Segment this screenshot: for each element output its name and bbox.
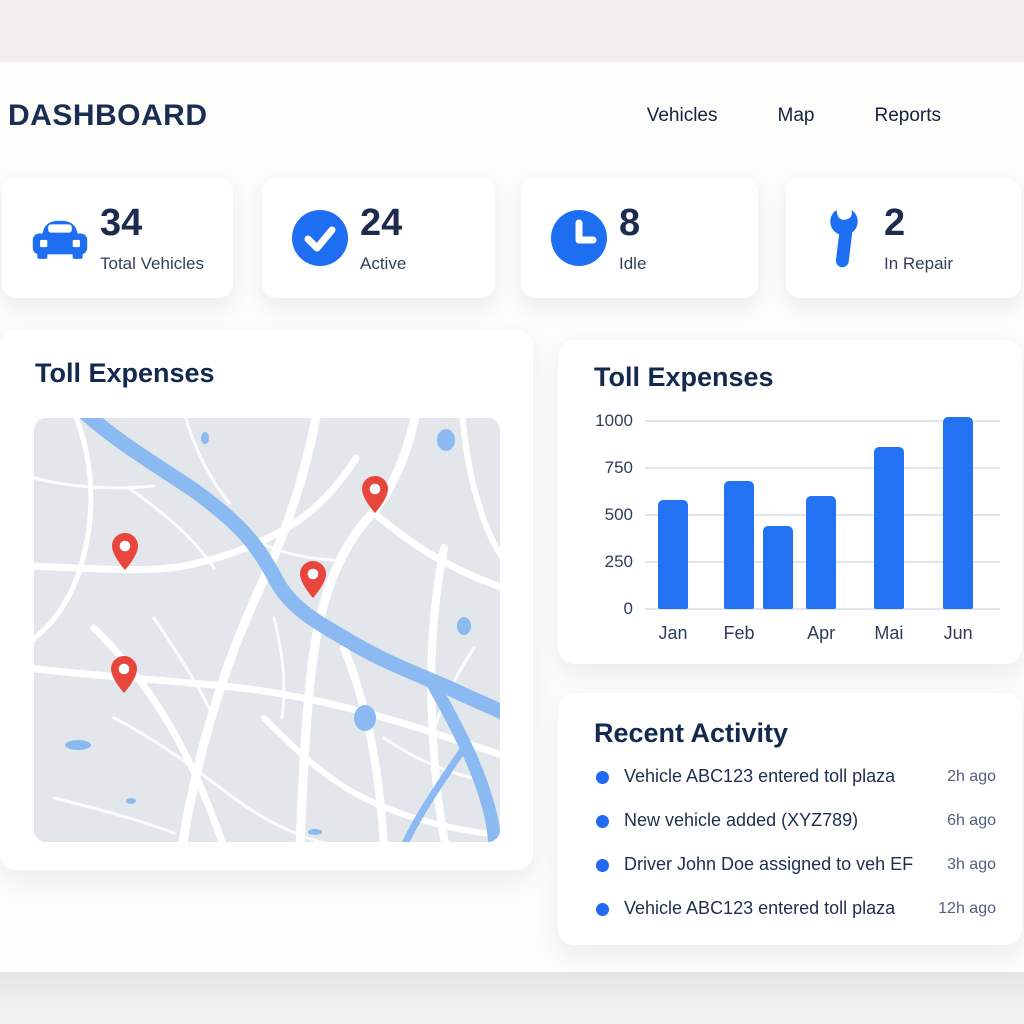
nav-item-vehicles[interactable]: Vehicles	[646, 105, 718, 126]
x-axis-tick: Jun	[943, 623, 973, 643]
activity-row: Vehicle ABC123 entered toll plaza 12h ag…	[558, 894, 1022, 924]
map-canvas	[34, 418, 500, 842]
chart-bar-Apr	[806, 496, 837, 609]
bullet-dot-icon	[596, 815, 609, 828]
stat-label: Total Vehicles	[100, 254, 204, 273]
activity-time: 12h ago	[938, 900, 996, 917]
x-axis-tick: Mai	[874, 623, 904, 643]
map-pin[interactable]	[300, 561, 326, 598]
toll-expenses-chart: 0 250 500 750 1000 Jan Feb Apr Mai Jun	[558, 411, 1000, 643]
page-title: DASHBOARD	[8, 99, 208, 132]
bullet-dot-icon	[596, 903, 609, 916]
activity-time: 6h ago	[947, 812, 996, 829]
nav-item-map[interactable]: Map	[777, 105, 815, 126]
x-axis-tick: Feb	[723, 623, 755, 643]
bottom-strip	[0, 972, 1024, 1024]
y-axis-tick: 0	[623, 599, 633, 618]
stat-label: Idle	[619, 254, 647, 273]
activity-time: 2h ago	[947, 768, 996, 785]
clock-icon	[549, 178, 609, 298]
bullet-dot-icon	[596, 771, 609, 784]
fleet-map[interactable]	[34, 418, 500, 842]
stat-value: 24	[360, 202, 403, 244]
activity-text: Driver John Doe assigned to veh EF	[624, 854, 914, 874]
y-axis-tick: 250	[604, 552, 633, 571]
activity-row: New vehicle added (XYZ789) 6h ago	[558, 806, 1022, 836]
chart-gridline	[645, 608, 1000, 610]
stat-value: 8	[619, 202, 641, 244]
map-pin[interactable]	[362, 476, 388, 513]
chart-panel-title: Toll Expenses	[594, 362, 774, 392]
stat-card-idle: 8 Idle	[521, 178, 758, 298]
wrench-icon	[814, 178, 874, 298]
activity-text: Vehicle ABC123 entered toll plaza	[624, 766, 896, 786]
stat-card-total-vehicles: 34 Total Vehicles	[2, 178, 233, 298]
x-axis-tick: Apr	[807, 623, 836, 643]
chart-bar-Jan	[658, 499, 689, 609]
bullet-dot-icon	[596, 859, 609, 872]
y-axis-tick: 1000	[595, 411, 633, 430]
chart-gridline	[645, 420, 1000, 422]
y-axis-tick: 500	[604, 505, 633, 524]
stat-label: In Repair	[884, 254, 953, 273]
recent-activity-panel: Recent Activity Vehicle ABC123 entered t…	[558, 693, 1022, 945]
car-icon	[30, 178, 90, 298]
nav-item-reports[interactable]: Reports	[874, 105, 941, 126]
activity-time: 3h ago	[947, 856, 996, 873]
check-circle-icon	[290, 178, 350, 298]
stat-card-active: 24 Active	[262, 178, 495, 298]
toll-chart-panel: Toll Expenses 0 250 500 750 1000 Jan Feb Apr Mai…	[558, 340, 1022, 664]
map-pin[interactable]	[111, 656, 137, 693]
main-nav: Vehicles Map Reports	[647, 105, 941, 127]
x-axis-tick: Jan	[658, 623, 688, 643]
toll-map-panel: Toll Expenses	[0, 330, 533, 870]
map-panel-title: Toll Expenses	[35, 358, 215, 388]
activity-row: Vehicle ABC123 entered toll plaza 2h ago	[558, 762, 1022, 792]
activity-text: Vehicle ABC123 entered toll plaza	[624, 898, 896, 918]
y-axis-tick: 750	[604, 458, 633, 477]
stat-value: 34	[100, 202, 143, 244]
chart-bar-Jun	[943, 417, 974, 609]
chart-bar-unlabeled	[763, 526, 794, 609]
chart-bar-Mai	[873, 447, 904, 609]
stat-label: Active	[360, 254, 407, 273]
activity-text: New vehicle added (XYZ789)	[624, 810, 859, 830]
activity-panel-title: Recent Activity	[594, 718, 789, 748]
activity-row: Driver John Doe assigned to veh EF 3h ag…	[558, 850, 1022, 880]
chart-gridline	[645, 467, 1000, 469]
chart-bar-Feb	[724, 481, 755, 609]
stat-card-in-repair: 2 In Repair	[786, 178, 1021, 298]
stat-value: 2	[884, 202, 906, 244]
map-pin[interactable]	[112, 533, 138, 570]
